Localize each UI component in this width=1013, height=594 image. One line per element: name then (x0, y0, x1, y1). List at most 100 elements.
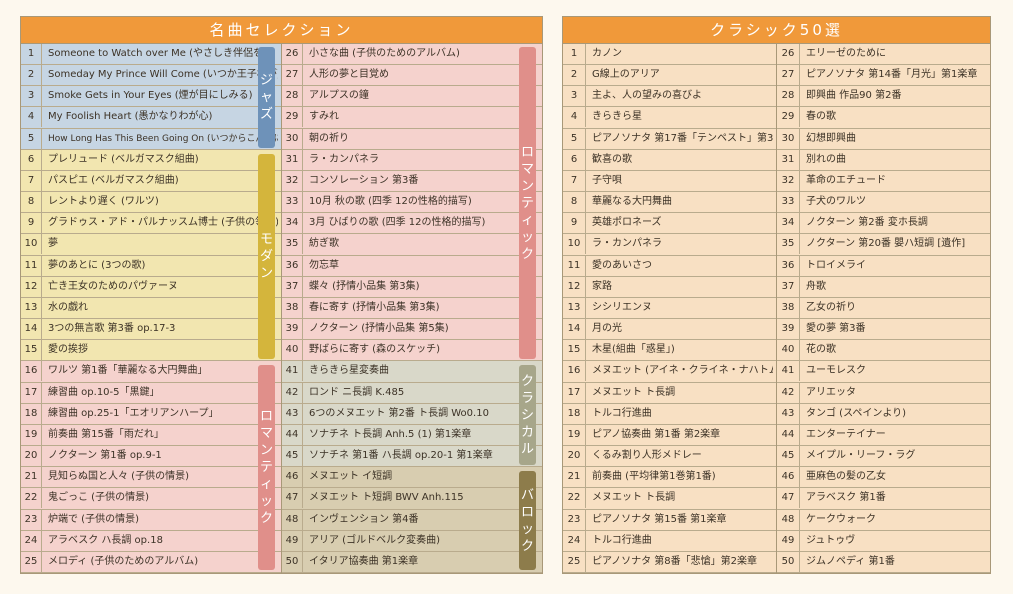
track-number: 2 (21, 65, 42, 86)
table-row: 29 すみれ (282, 107, 542, 129)
track-title: 紡ぎ歌 (309, 238, 339, 250)
track-title: ピアノ協奏曲 第1番 第2楽章 (592, 428, 721, 440)
track-title: 勿忘草 (309, 259, 339, 271)
track-number: 34 (777, 213, 800, 234)
track-title: ソナチネ 第1番 ハ長調 op.20-1 第1楽章 (309, 450, 493, 462)
table-row: 6 歓喜の歌 (563, 149, 776, 171)
right-song-grid: 1 カノン 2 G線上のアリア 3 主よ、人の望みの喜びよ 4 きらきら星 5 ピアノソナタ 第1… (563, 44, 990, 573)
table-row: 38 乙女の祈り (777, 297, 990, 320)
table-row: 15 愛の挨拶 (21, 340, 281, 362)
track-title: シシリエンヌ (592, 301, 652, 313)
group-label-romantic-right: ロマンティック (519, 47, 536, 359)
track-number: 44 (777, 424, 800, 445)
track-number: 45 (282, 446, 303, 467)
track-number: 20 (21, 446, 42, 467)
table-row: 30 幻想即興曲 (777, 128, 990, 150)
table-row: 48 インヴェンション 第4番 (282, 509, 542, 531)
table-row: 4 きらきら星 (563, 107, 776, 129)
track-number: 14 (21, 319, 42, 340)
table-row: 19 ピアノ協奏曲 第1番 第2楽章 (563, 424, 776, 447)
track-title: ピアノソナタ 第14番「月光」第1楽章 (806, 69, 978, 81)
table-row: 7 子守唄 (563, 170, 776, 193)
track-number: 33 (282, 192, 303, 213)
track-number: 24 (21, 530, 42, 551)
track-title: 人形の夢と目覚め (309, 69, 389, 81)
table-row: 23 ピアノソナタ 第15番 第1楽章 (563, 509, 776, 531)
track-title: ノクターン (抒情小品集 第5集) (309, 323, 449, 335)
track-title: 水の戯れ (48, 301, 88, 313)
table-row: 25 メロディ (子供のためのアルバム) (21, 551, 281, 573)
track-number: 17 (563, 382, 586, 403)
table-row: 19 前奏曲 第15番「雨だれ」 (21, 424, 281, 447)
track-title: 夢 (48, 238, 58, 250)
table-row: 27 ピアノソナタ 第14番「月光」第1楽章 (777, 65, 990, 87)
table-row: 42 アリエッタ (777, 382, 990, 404)
table-row: 42 ロンド ニ長調 K.485 (282, 382, 542, 404)
track-number: 40 (282, 340, 303, 361)
track-number: 46 (777, 467, 800, 488)
table-row: 14 月の光 (563, 319, 776, 341)
track-number: 24 (563, 530, 586, 551)
table-row: 35 ノクターン 第20番 嬰ハ短調 [遺作] (777, 234, 990, 256)
track-number: 10 (21, 234, 42, 255)
track-number: 32 (777, 170, 800, 191)
table-row: 48 ケークウォーク (777, 509, 990, 531)
track-title: 3つの無言歌 第3番 op.17-3 (48, 323, 176, 335)
track-title: パスピエ (ベルガマスク組曲) (48, 174, 179, 186)
track-title: 炉端で (子供の情景) (48, 513, 139, 525)
track-title: 愛の夢 第3番 (806, 323, 866, 335)
track-number: 35 (282, 234, 303, 255)
track-number: 12 (563, 276, 586, 297)
track-number: 45 (777, 446, 800, 467)
track-title: メヌエット イ短調 (309, 471, 393, 483)
table-row: 13 水の戯れ (21, 297, 281, 320)
track-number: 16 (21, 361, 42, 382)
track-title: メロディ (子供のためのアルバム) (48, 555, 199, 567)
track-number: 3 (563, 86, 586, 107)
track-number: 27 (282, 65, 303, 86)
track-title: アラベスク ハ長調 op.18 (48, 534, 163, 546)
track-number: 42 (282, 382, 303, 403)
track-title: エンターテイナー (806, 428, 886, 440)
track-title: ノクターン 第2番 変ホ長調 (806, 217, 928, 229)
track-number: 7 (563, 170, 586, 191)
track-number: 48 (777, 509, 800, 530)
track-number: 36 (777, 255, 800, 276)
track-title: Someday My Prince Will Come (いつか王子様が) (48, 69, 278, 81)
table-row: 9 グラドゥス・アド・パルナッスム博士 (子供の領分) (21, 213, 281, 235)
track-title: 鬼ごっこ (子供の情景) (48, 492, 149, 504)
track-title: 木星(組曲「惑星」) (592, 344, 675, 356)
track-title: How Long Has This Been Going On (いつからこんな… (48, 133, 278, 144)
track-number: 29 (282, 107, 303, 128)
track-title: メヌエット ト短調 BWV Anh.115 (309, 492, 464, 504)
track-title: 花の歌 (806, 344, 836, 356)
track-title: 別れの曲 (806, 153, 846, 165)
table-row: 18 トルコ行進曲 (563, 403, 776, 425)
track-number: 29 (777, 107, 800, 128)
track-number: 16 (563, 361, 586, 382)
table-row: 12 家路 (563, 276, 776, 298)
track-number: 43 (777, 403, 800, 424)
table-row: 22 鬼ごっこ (子供の情景) (21, 488, 281, 510)
track-title: ピアノソナタ 第17番「テンペスト」第3楽章 (592, 132, 773, 144)
track-title: 愛のあいさつ (592, 259, 652, 271)
track-title: 革命のエチュード (806, 174, 886, 186)
table-row: 41 ユーモレスク (777, 361, 990, 383)
track-number: 26 (282, 44, 303, 64)
table-row: 17 メヌエット ト長調 (563, 382, 776, 404)
track-number: 8 (21, 192, 42, 213)
track-title: 見知らぬ国と人々 (子供の情景) (48, 471, 189, 483)
track-number: 21 (21, 467, 42, 488)
track-number: 17 (21, 382, 42, 403)
track-title: 野ばらに寄す (森のスケッチ) (309, 344, 440, 356)
track-title: エリーゼのために (806, 48, 886, 59)
track-title: 子犬のワルツ (806, 196, 866, 208)
track-title: 小さな曲 (子供のためのアルバム) (309, 48, 460, 59)
table-row: 26 小さな曲 (子供のためのアルバム) (282, 44, 542, 66)
track-number: 44 (282, 424, 303, 445)
track-number: 30 (282, 128, 303, 149)
track-title: プレリュード (ベルガマスク組曲) (48, 153, 199, 165)
track-number: 48 (282, 509, 303, 530)
track-title: ケークウォーク (806, 513, 876, 525)
track-title: ロンド ニ長調 K.485 (309, 386, 405, 398)
